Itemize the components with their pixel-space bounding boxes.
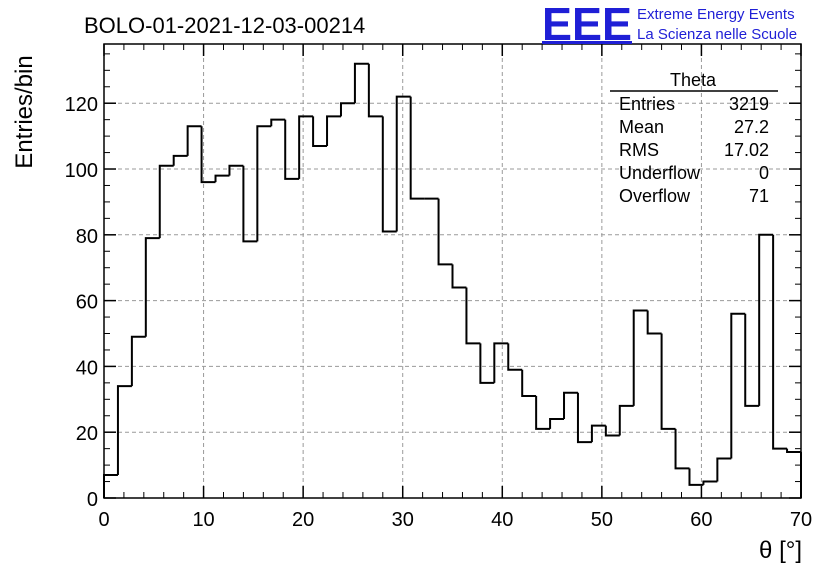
stats-title: Theta	[670, 70, 717, 90]
x-tick-label: 60	[690, 509, 712, 531]
axis-ticks: 0 10 20 30 40 50 60 70 0 20 40 60 80 100 120	[65, 44, 812, 531]
histogram-bin	[298, 115, 314, 179]
histogram-bin	[618, 404, 634, 436]
x-tick-label: 10	[192, 509, 214, 531]
stats-label-overflow: Overflow	[619, 186, 691, 206]
histogram-bin	[688, 468, 704, 486]
histogram-bin	[437, 198, 453, 266]
histogram-bin	[604, 425, 620, 437]
stats-value-entries: 3219	[729, 94, 769, 114]
histogram-bin	[312, 116, 328, 147]
histogram-bin	[186, 125, 202, 156]
histogram-bin	[144, 237, 160, 337]
histogram-bin	[716, 457, 732, 482]
stats-label-mean: Mean	[619, 117, 664, 137]
logo-line-1: Extreme Energy Events	[637, 6, 795, 23]
histogram-bin	[270, 118, 286, 127]
grid-lines	[104, 44, 801, 498]
y-tick-label: 20	[76, 423, 98, 445]
histogram-bin	[521, 369, 537, 398]
stats-label-underflow: Underflow	[619, 163, 701, 183]
histogram-bin	[632, 309, 648, 406]
histogram-bin	[200, 126, 216, 184]
x-axis-title: θ [°]	[759, 537, 802, 564]
x-tick-label: 50	[591, 509, 613, 531]
histogram-bin	[576, 392, 592, 444]
histogram-bin	[744, 313, 760, 407]
histogram-bin	[590, 424, 606, 443]
histogram-bin	[549, 418, 565, 429]
histogram-bin	[116, 385, 132, 475]
histogram-bin	[284, 119, 300, 180]
y-axis-title: Entries/bin	[11, 55, 38, 168]
y-tick-label: 100	[65, 160, 98, 182]
histogram-bin	[339, 102, 355, 117]
stats-box: Theta Entries 3219 Mean 27.2 RMS 17.02 U…	[610, 70, 778, 206]
histogram-bin	[158, 164, 174, 239]
stats-value-mean: 27.2	[734, 117, 769, 137]
histogram-bin	[242, 165, 258, 243]
x-tick-label: 30	[392, 509, 414, 531]
histogram-bin	[172, 154, 188, 166]
histogram-bin	[367, 63, 383, 118]
x-tick-label: 20	[292, 509, 314, 531]
y-tick-label: 120	[65, 94, 98, 116]
stats-value-overflow: 71	[749, 186, 769, 206]
histogram-bin	[507, 343, 523, 371]
logo-line-2: La Scienza nelle Scuole	[637, 26, 797, 43]
histogram-bin	[730, 312, 746, 459]
x-tick-label: 40	[491, 509, 513, 531]
histogram-bin	[772, 234, 788, 450]
histogram-bin	[326, 115, 341, 146]
eee-logo: EEE Extreme Energy Events La Scienza nel…	[542, 0, 797, 50]
histogram-bin	[395, 95, 411, 232]
histogram-bin	[563, 391, 578, 420]
stats-label-entries: Entries	[619, 94, 675, 114]
y-tick-label: 60	[76, 292, 98, 314]
histogram-bin	[353, 62, 369, 104]
histogram-bin	[493, 342, 509, 383]
plot-frame	[103, 43, 802, 499]
histogram-bin	[130, 335, 146, 387]
histogram-bin	[103, 473, 118, 498]
y-tick-label: 40	[76, 357, 98, 379]
histogram-bin	[758, 233, 774, 406]
histogram-bin	[214, 174, 230, 183]
histogram-bin	[786, 448, 801, 453]
histogram-bin	[674, 428, 690, 470]
stats-value-underflow: 0	[759, 163, 769, 183]
histogram-bin	[228, 164, 244, 176]
stats-value-rms: 17.02	[724, 140, 769, 160]
y-tick-label: 80	[76, 226, 98, 248]
histogram-bin	[256, 125, 272, 242]
histogram-bin	[702, 480, 718, 485]
histogram-bin	[381, 116, 397, 233]
stats-label-rms: RMS	[619, 140, 659, 160]
histogram-layer	[103, 62, 802, 498]
histogram-bin	[535, 396, 551, 430]
histogram-bin	[479, 343, 495, 384]
histogram-bin	[451, 264, 467, 289]
histogram-bin	[660, 333, 676, 430]
histogram-bin	[409, 96, 425, 200]
x-tick-label: 70	[790, 509, 812, 531]
logo-bar	[542, 41, 632, 44]
y-tick-label: 0	[87, 489, 98, 511]
histogram-bin	[465, 287, 481, 345]
histogram-bin	[646, 310, 662, 335]
x-tick-label: 0	[98, 509, 109, 531]
chart-title: BOLO-01-2021-12-03-00214	[84, 13, 365, 38]
